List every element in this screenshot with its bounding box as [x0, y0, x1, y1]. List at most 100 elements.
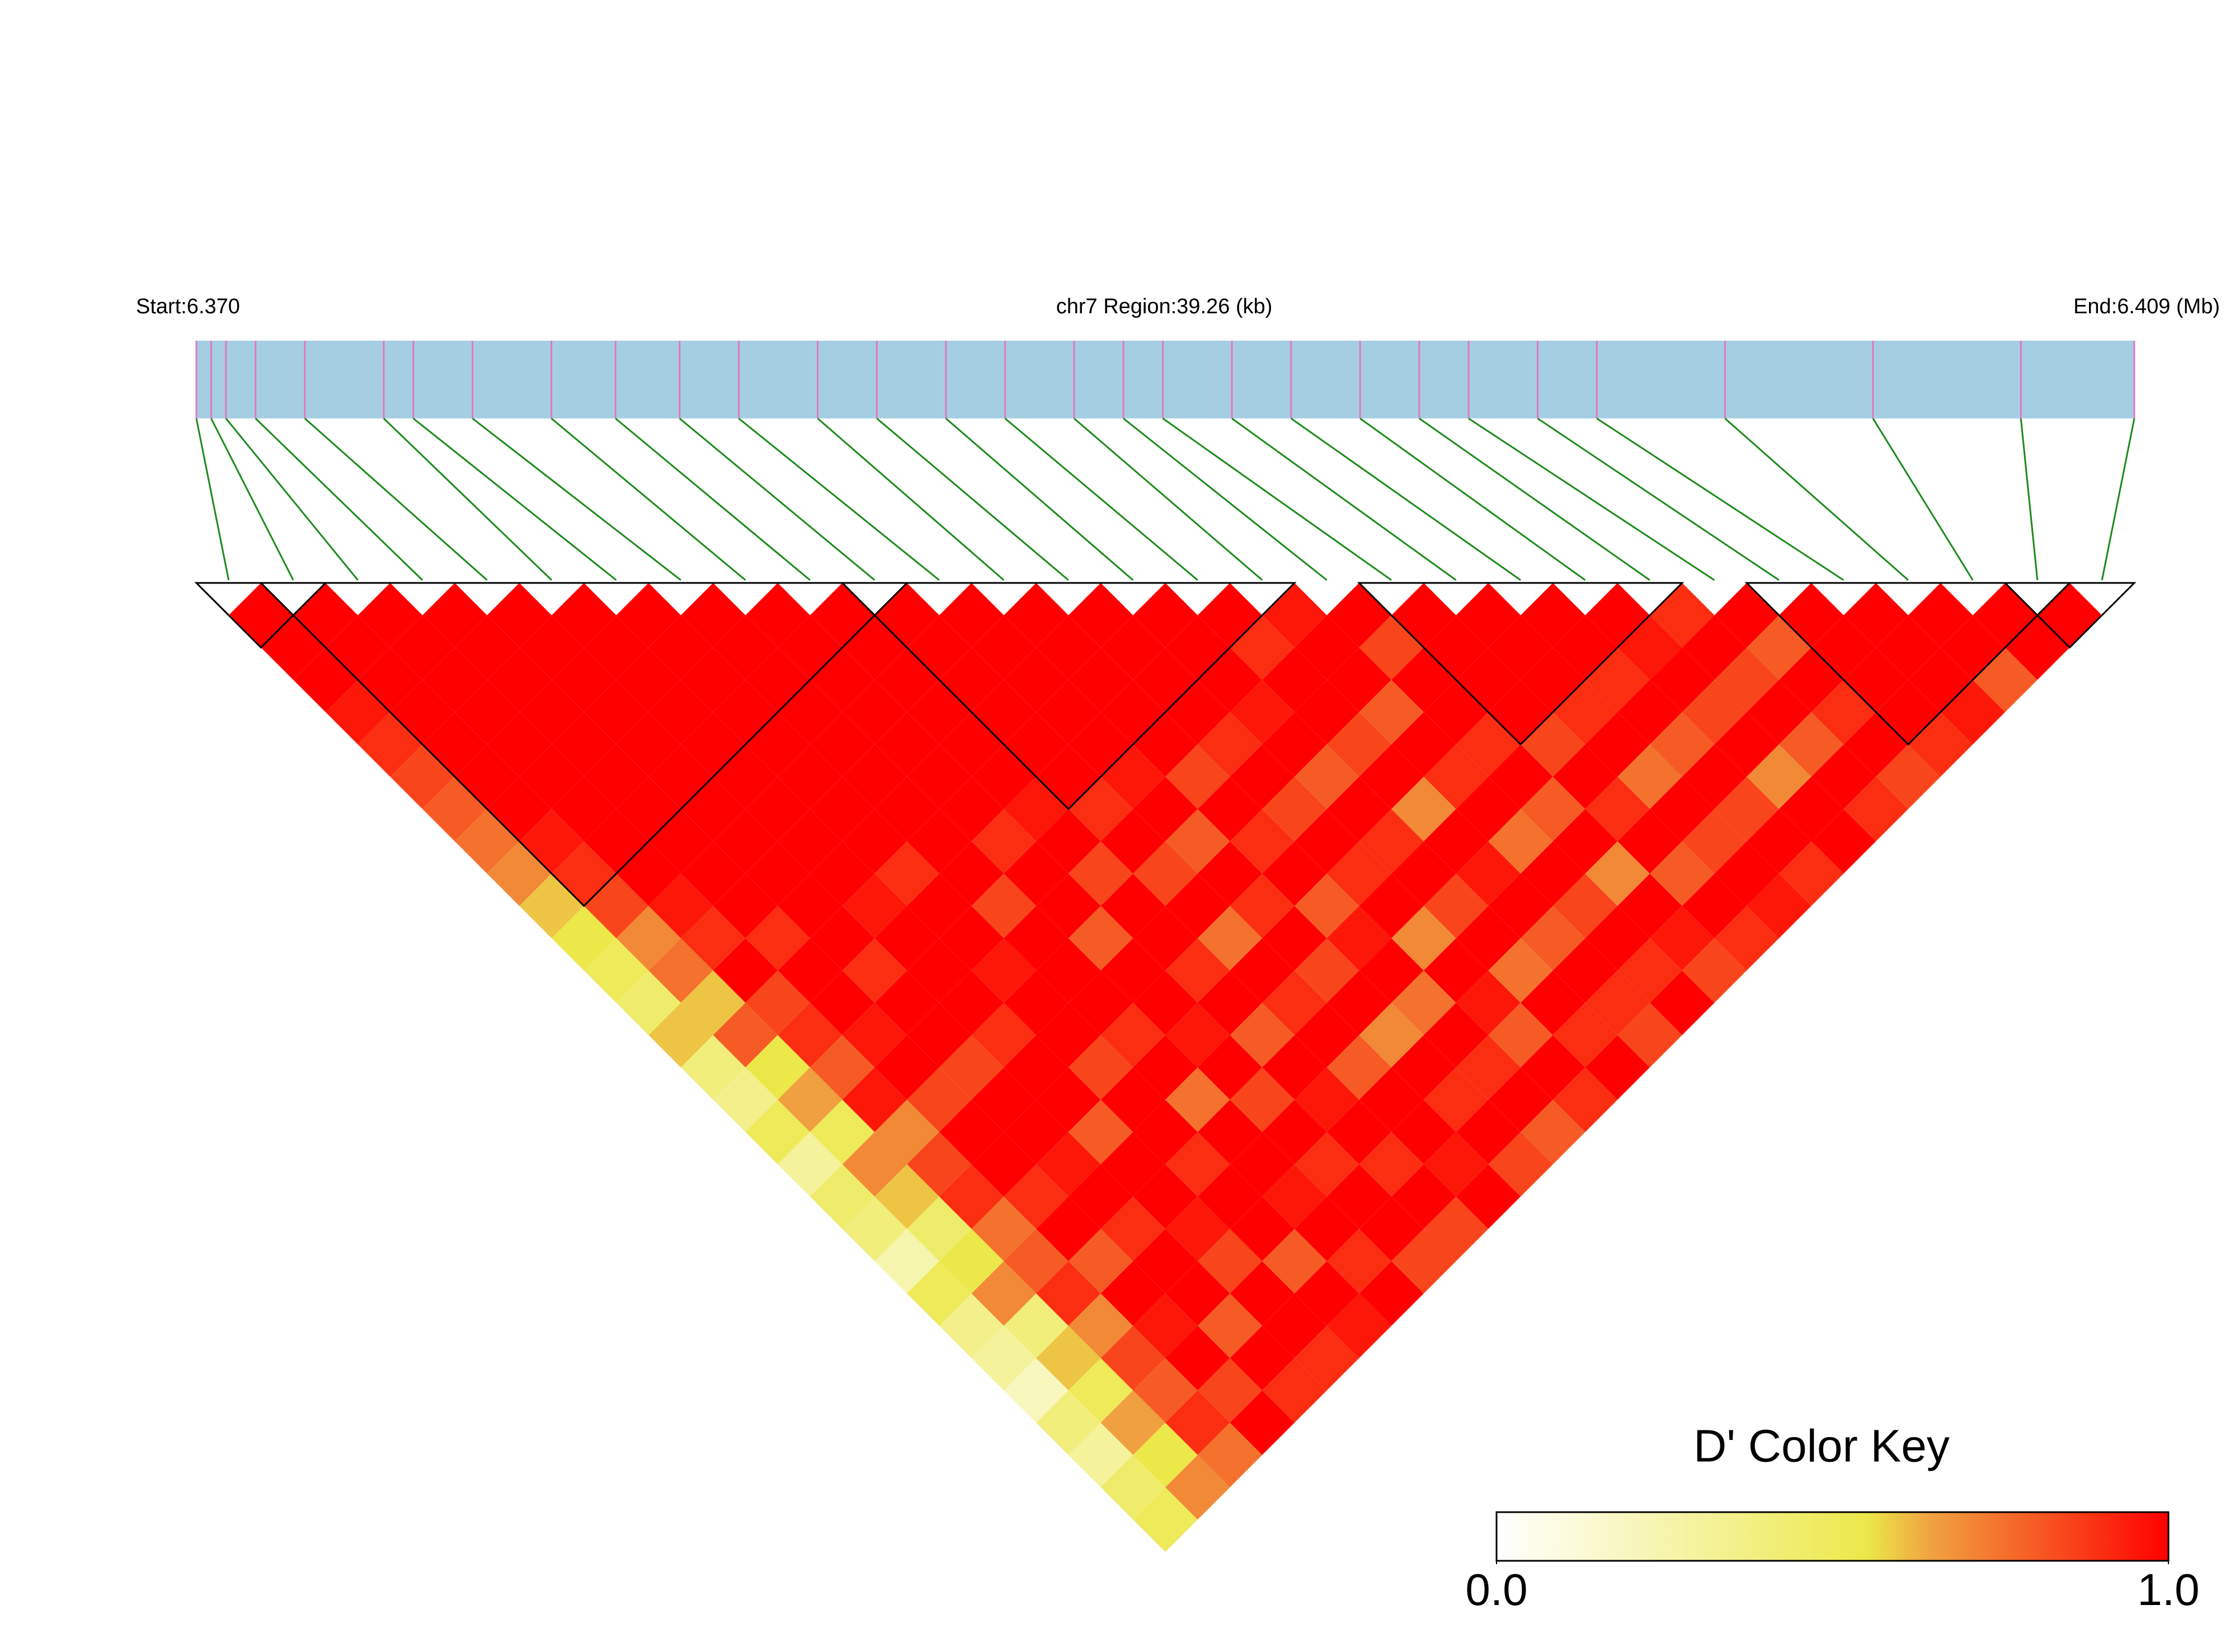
ld-cell: [1100, 615, 1165, 680]
ld-cell: [1165, 744, 1230, 809]
ld-cell: [971, 1325, 1037, 1391]
ld-cell: [616, 583, 681, 648]
snp-connector: [210, 418, 294, 581]
ld-cell: [1262, 1035, 1327, 1100]
ld-cell: [1294, 1196, 1359, 1262]
ld-cell: [971, 615, 1037, 680]
ld-cell: [1650, 906, 1715, 971]
ld-cell: [616, 970, 681, 1036]
snp-connector: [738, 417, 940, 581]
ld-cell: [1100, 938, 1165, 1003]
ld-cell: [552, 776, 617, 841]
end-label: End:6.409 (Mb): [2073, 295, 2220, 318]
ld-cell: [1100, 1455, 1165, 1520]
ld-cell: [422, 583, 487, 648]
ld-cell: [1908, 583, 1973, 648]
ld-cell: [1036, 1067, 1101, 1132]
ld-cell: [1100, 873, 1165, 939]
ld-cell: [1650, 712, 1715, 777]
ld-cell: [842, 1003, 907, 1067]
ld-cell: [552, 712, 617, 777]
snp-connector: [550, 417, 746, 581]
snp-connector: [255, 417, 424, 581]
ld-cell: [713, 1067, 778, 1132]
snp-connector: [1468, 417, 1715, 581]
ld-cell: [1778, 776, 1844, 841]
ld-cell: [713, 809, 778, 874]
ld-cell: [1100, 1325, 1165, 1391]
ld-cell: [1036, 809, 1101, 874]
ld-cell: [681, 1035, 746, 1100]
ld-cell: [1423, 1132, 1489, 1197]
ld-cell: [1423, 1067, 1489, 1132]
ld-cell: [1585, 1035, 1650, 1100]
ld-block: [840, 582, 1297, 811]
ld-cell: [1165, 938, 1230, 1003]
ld-cell: [1165, 1325, 1230, 1391]
snp-connector: [1123, 417, 1328, 581]
ld-cell: [1165, 1003, 1230, 1067]
ld-cell: [842, 873, 907, 939]
ld-cell: [1100, 809, 1165, 874]
ld-cell: [1100, 1390, 1165, 1455]
ld-cell: [1294, 938, 1359, 1003]
ld-cell: [778, 809, 843, 874]
ld-cell: [1100, 1196, 1165, 1262]
ld-cell: [357, 647, 423, 712]
ld-cell: [1294, 1261, 1359, 1326]
snp-connector: [1359, 417, 1586, 581]
snp-connector: [1596, 417, 1845, 581]
ld-cell: [1294, 680, 1359, 745]
region-label: chr7 Region:39.26 (kb): [1056, 295, 1273, 318]
ld-cell: [842, 744, 907, 809]
ld-cell: [778, 1003, 843, 1067]
ld-cell: [1294, 744, 1359, 809]
ld-cell: [907, 1196, 972, 1262]
ld-block: [2003, 582, 2137, 649]
ld-block: [258, 582, 909, 907]
ld-cell: [842, 1067, 907, 1132]
ld-cell: [1133, 1035, 1198, 1100]
ld-cell: [1423, 809, 1489, 874]
ld-cell: [778, 1067, 843, 1132]
ld-cell: [842, 809, 907, 874]
ld-cell: [1391, 1229, 1456, 1294]
ld-cell: [1036, 1325, 1101, 1391]
ld-cell: [907, 1261, 972, 1326]
ld-cell: [1294, 615, 1359, 680]
ld-cell: [971, 938, 1037, 1003]
ld-cell: [616, 906, 681, 971]
ld-cell: [1423, 1003, 1489, 1067]
ld-cell: [971, 1067, 1037, 1132]
snp-connector: [615, 417, 811, 581]
ld-cell: [1197, 1035, 1263, 1100]
ld-cell: [713, 873, 778, 939]
ld-cell: [1552, 1003, 1618, 1067]
ld-cell: [1552, 938, 1618, 1003]
ld-cell: [1552, 744, 1618, 809]
snp-connector: [412, 417, 617, 581]
ld-cell: [1262, 1358, 1327, 1423]
ld-cell: [1036, 1261, 1101, 1326]
ld-cell: [1488, 1132, 1553, 1197]
ld-cell: [454, 809, 520, 874]
ld-cell: [1100, 1003, 1165, 1067]
ld-cell: [1165, 1067, 1230, 1132]
ld-cell: [971, 1003, 1037, 1067]
snp-connector: [195, 418, 230, 581]
ld-cell: [1326, 1035, 1392, 1100]
ld-cell: [454, 615, 520, 680]
ld-cell: [971, 1196, 1037, 1262]
ld-cell: [713, 1003, 778, 1067]
ld-cell: [1294, 1132, 1359, 1197]
ld-cell: [1552, 873, 1618, 939]
ld-block: [1357, 582, 1685, 746]
ld-cell: [971, 873, 1037, 939]
ld-cell: [1036, 938, 1101, 1003]
snp-connector: [2101, 418, 2135, 581]
snp-connector: [1537, 417, 1780, 581]
position-bar: [196, 341, 2134, 418]
ld-cell: [1036, 1196, 1101, 1262]
ld-cell: [1650, 647, 1715, 712]
